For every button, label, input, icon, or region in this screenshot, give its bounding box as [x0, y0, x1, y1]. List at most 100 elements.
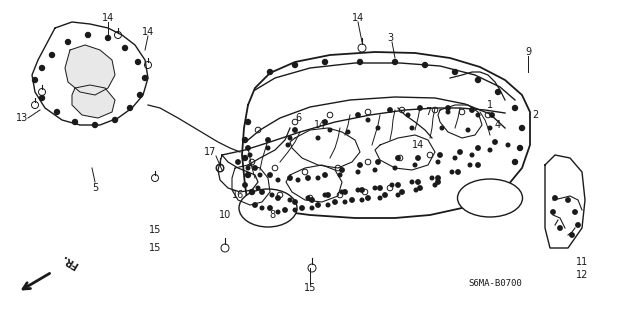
- Circle shape: [470, 108, 474, 112]
- Circle shape: [446, 106, 450, 110]
- Circle shape: [33, 78, 38, 83]
- Circle shape: [456, 170, 460, 174]
- Circle shape: [436, 176, 440, 180]
- Circle shape: [127, 106, 132, 110]
- Circle shape: [326, 193, 330, 197]
- Circle shape: [316, 176, 320, 180]
- Circle shape: [323, 173, 327, 177]
- Circle shape: [490, 113, 494, 117]
- Circle shape: [316, 136, 320, 140]
- Circle shape: [323, 193, 327, 197]
- Circle shape: [310, 198, 314, 202]
- Circle shape: [416, 156, 420, 160]
- Circle shape: [383, 193, 387, 197]
- Circle shape: [260, 190, 264, 194]
- Circle shape: [288, 136, 292, 140]
- Circle shape: [49, 53, 54, 57]
- Circle shape: [243, 183, 247, 187]
- Text: 1: 1: [487, 100, 493, 110]
- Circle shape: [106, 35, 111, 41]
- Circle shape: [340, 168, 344, 172]
- Text: 7: 7: [425, 107, 431, 117]
- Circle shape: [293, 200, 297, 204]
- Circle shape: [458, 150, 462, 154]
- Circle shape: [346, 130, 350, 134]
- Circle shape: [333, 200, 337, 204]
- Circle shape: [246, 166, 250, 170]
- Circle shape: [440, 126, 444, 130]
- Circle shape: [376, 126, 380, 130]
- Circle shape: [293, 128, 297, 132]
- Circle shape: [396, 156, 400, 160]
- Circle shape: [416, 180, 420, 184]
- Text: 6: 6: [295, 113, 301, 123]
- Circle shape: [288, 198, 292, 202]
- Polygon shape: [65, 45, 115, 95]
- Text: 13: 13: [16, 113, 28, 123]
- Circle shape: [326, 203, 330, 207]
- Circle shape: [236, 160, 240, 164]
- Text: 2: 2: [532, 110, 538, 120]
- Circle shape: [113, 117, 118, 122]
- Circle shape: [338, 173, 342, 177]
- Text: 11: 11: [576, 257, 588, 267]
- Circle shape: [136, 60, 141, 64]
- Circle shape: [450, 170, 454, 174]
- Circle shape: [288, 176, 292, 180]
- Circle shape: [558, 226, 562, 230]
- Ellipse shape: [239, 189, 297, 227]
- Circle shape: [418, 106, 422, 110]
- Circle shape: [466, 128, 470, 132]
- Circle shape: [396, 183, 400, 187]
- Circle shape: [40, 65, 45, 70]
- Circle shape: [518, 145, 522, 151]
- Circle shape: [476, 78, 481, 83]
- Circle shape: [266, 138, 270, 142]
- Circle shape: [246, 120, 250, 124]
- Polygon shape: [32, 22, 148, 125]
- Circle shape: [376, 160, 380, 164]
- Circle shape: [253, 203, 257, 207]
- Circle shape: [310, 206, 314, 210]
- Circle shape: [328, 128, 332, 132]
- Text: 4: 4: [495, 120, 501, 130]
- Text: 16: 16: [232, 190, 244, 200]
- Circle shape: [72, 120, 77, 124]
- Circle shape: [513, 160, 518, 165]
- Text: 15: 15: [304, 283, 316, 293]
- Circle shape: [253, 166, 257, 170]
- Circle shape: [566, 198, 570, 202]
- Text: 17: 17: [204, 147, 216, 157]
- Polygon shape: [72, 85, 115, 118]
- Text: 8: 8: [269, 210, 275, 220]
- Circle shape: [378, 196, 382, 200]
- Circle shape: [248, 153, 252, 157]
- Circle shape: [266, 146, 270, 150]
- Circle shape: [306, 176, 310, 180]
- Circle shape: [493, 140, 497, 144]
- Circle shape: [422, 63, 428, 68]
- Circle shape: [276, 178, 280, 182]
- Circle shape: [392, 60, 397, 64]
- Circle shape: [360, 198, 364, 202]
- Circle shape: [270, 193, 274, 197]
- Circle shape: [316, 203, 320, 207]
- Circle shape: [551, 210, 556, 214]
- Circle shape: [366, 118, 370, 122]
- Text: 14: 14: [352, 13, 364, 23]
- Circle shape: [243, 155, 248, 160]
- Circle shape: [410, 180, 414, 184]
- Circle shape: [388, 108, 392, 112]
- Circle shape: [430, 176, 434, 180]
- Circle shape: [393, 166, 397, 170]
- Circle shape: [378, 186, 382, 190]
- Circle shape: [476, 113, 480, 117]
- Circle shape: [356, 170, 360, 174]
- Ellipse shape: [458, 179, 522, 217]
- Circle shape: [306, 196, 310, 200]
- Circle shape: [410, 126, 414, 130]
- Circle shape: [495, 90, 500, 94]
- Circle shape: [286, 143, 290, 147]
- Circle shape: [323, 120, 327, 124]
- Circle shape: [390, 183, 394, 187]
